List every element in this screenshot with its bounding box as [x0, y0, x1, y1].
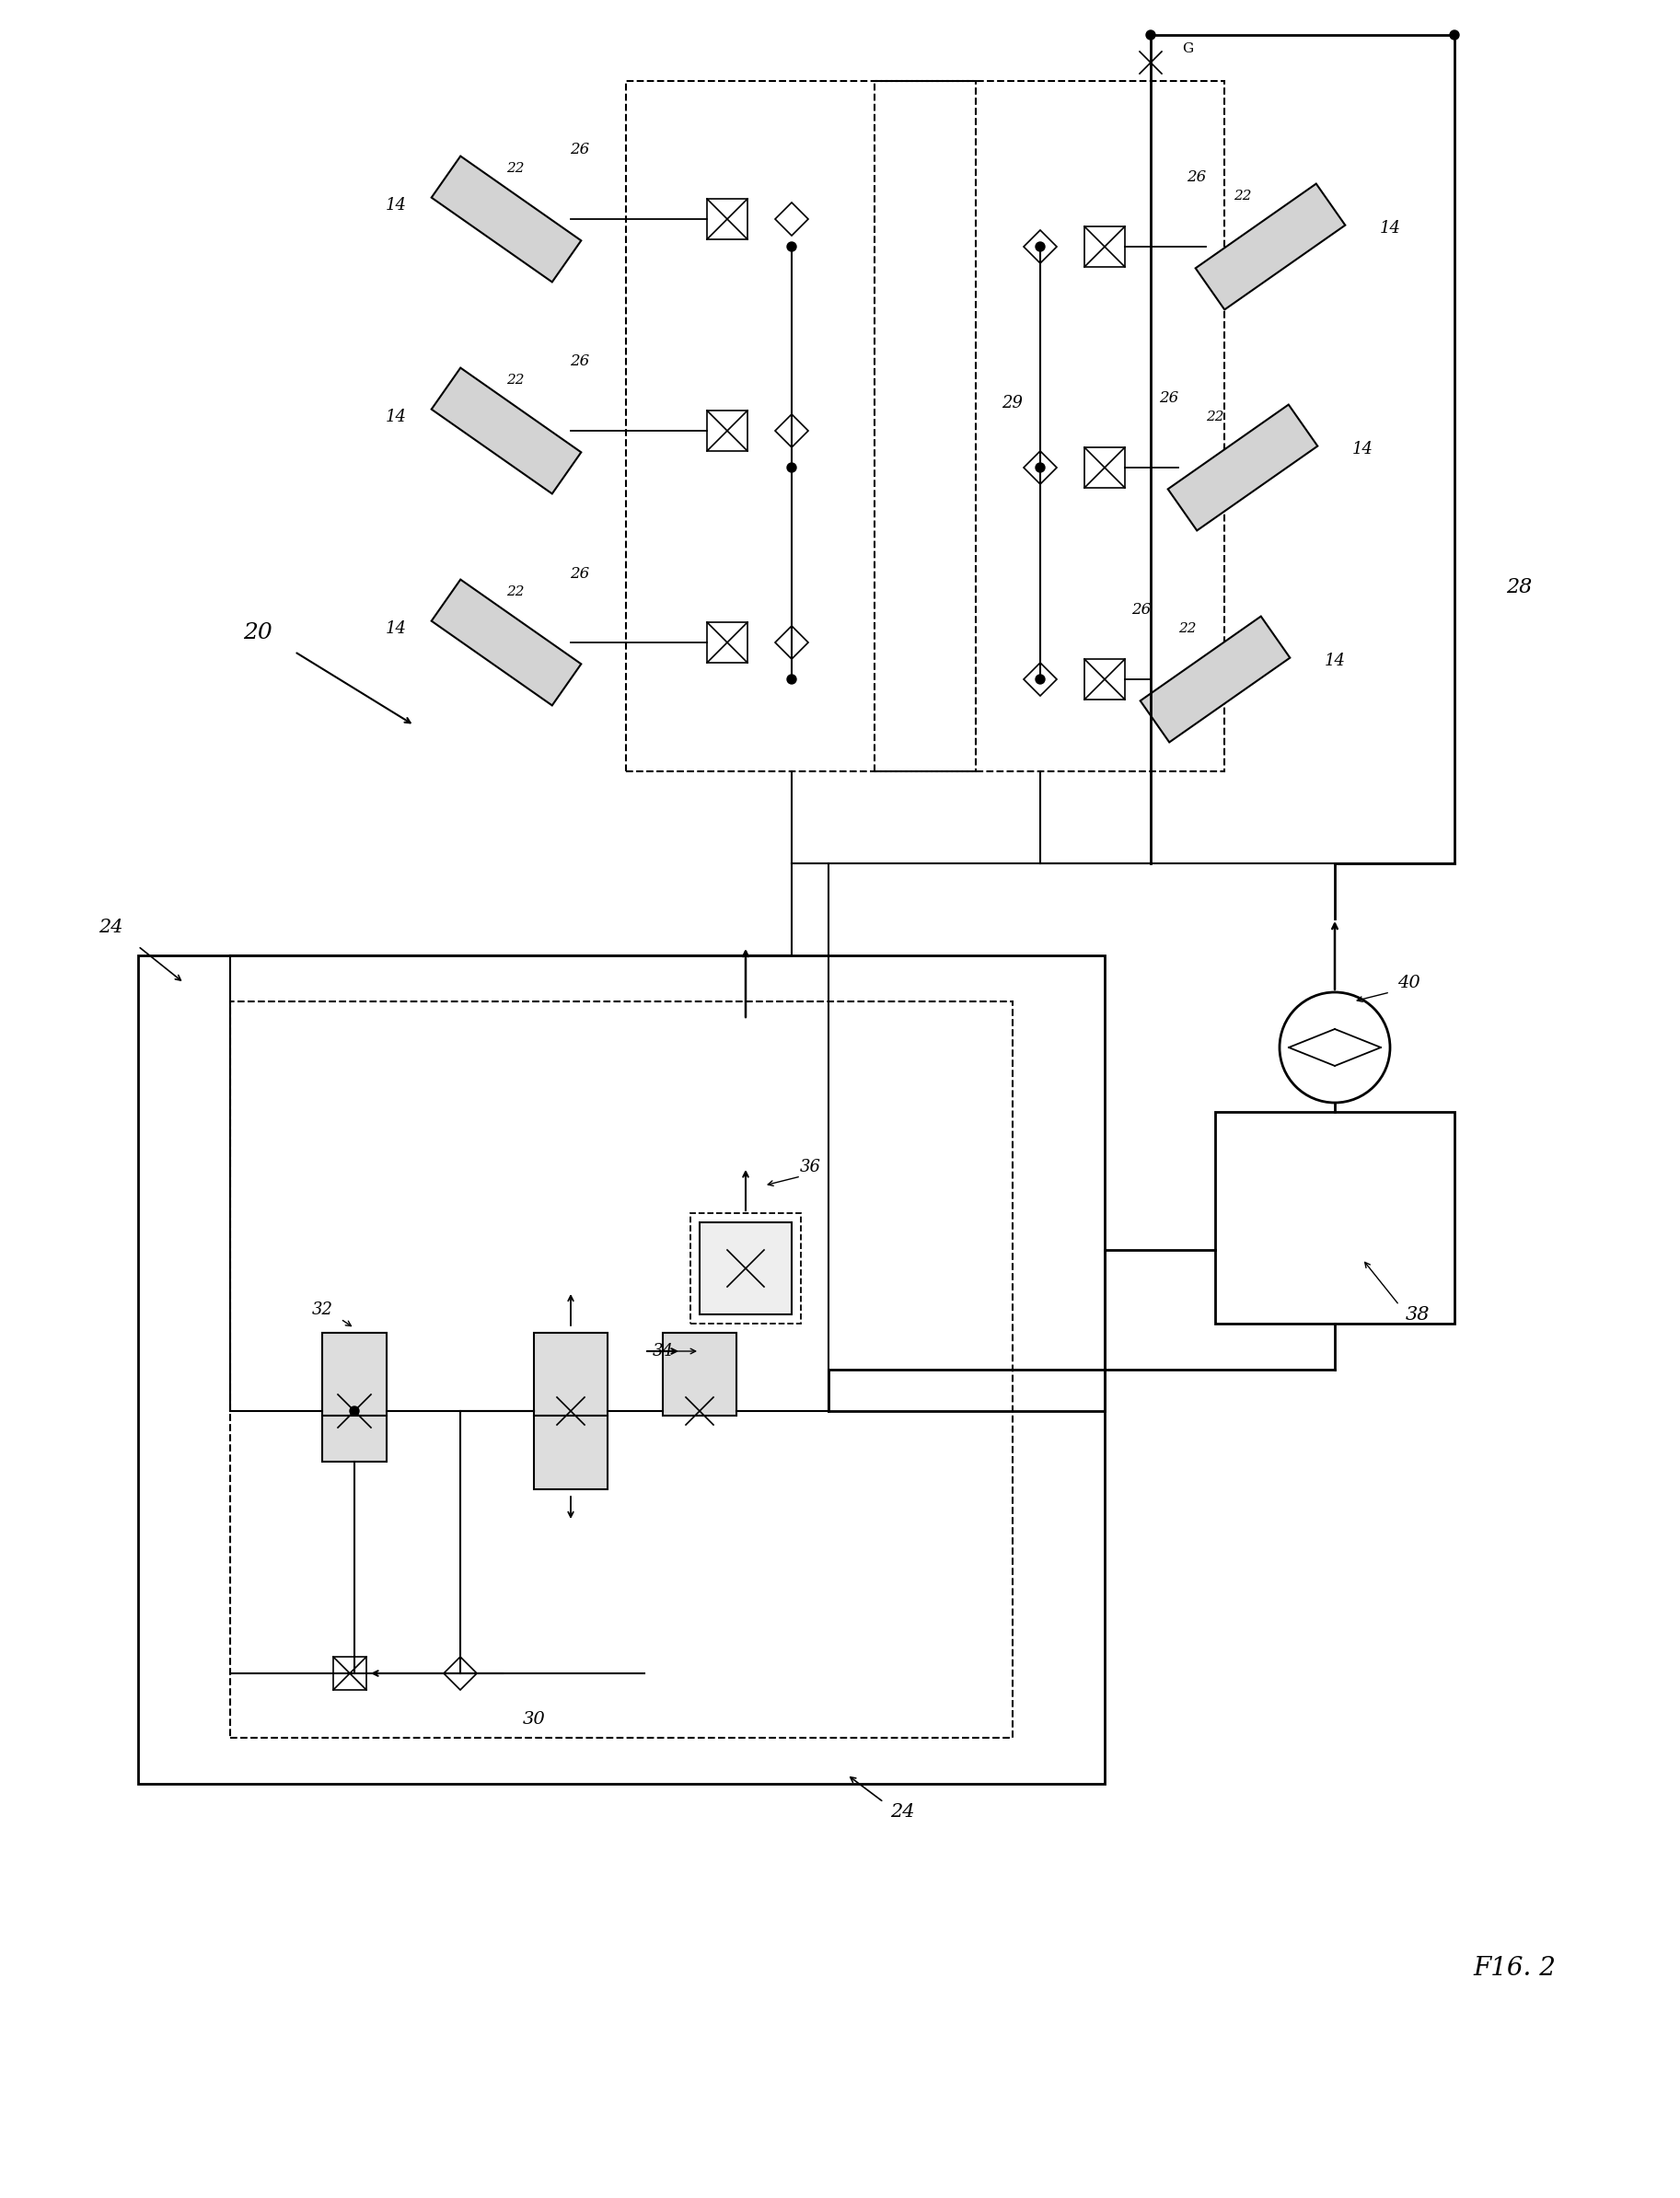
Bar — [230, 1002, 1013, 1739]
Circle shape — [786, 464, 796, 473]
Polygon shape — [774, 626, 808, 659]
Circle shape — [1035, 242, 1045, 251]
Bar — [664, 1332, 736, 1416]
Bar — [875, 81, 1225, 771]
Polygon shape — [432, 580, 581, 706]
Text: 22: 22 — [1233, 189, 1252, 202]
Polygon shape — [1168, 404, 1317, 530]
Text: 28: 28 — [1505, 578, 1532, 598]
Text: 26: 26 — [1188, 169, 1206, 185]
Polygon shape — [1196, 185, 1346, 310]
Bar — [707, 411, 748, 451]
Polygon shape — [432, 156, 581, 281]
Bar — [534, 1416, 608, 1490]
Text: 14: 14 — [385, 198, 407, 213]
Text: 40: 40 — [1398, 974, 1420, 991]
Polygon shape — [1023, 664, 1057, 697]
Bar — [690, 1213, 801, 1323]
Text: 38: 38 — [1406, 1306, 1430, 1323]
Text: 22: 22 — [507, 374, 524, 387]
Text: F16. 2: F16. 2 — [1473, 1956, 1556, 1980]
Bar — [707, 622, 748, 664]
Text: 14: 14 — [1324, 653, 1346, 668]
Text: 22: 22 — [1206, 411, 1225, 424]
Bar — [323, 1416, 386, 1462]
Text: 34: 34 — [652, 1343, 674, 1361]
Text: 22: 22 — [507, 585, 524, 598]
Text: 32: 32 — [311, 1301, 333, 1319]
Text: 14: 14 — [385, 409, 407, 424]
Text: 29: 29 — [1001, 396, 1023, 411]
Text: 30: 30 — [522, 1710, 546, 1728]
Text: 26: 26 — [570, 143, 590, 158]
Polygon shape — [774, 202, 808, 235]
Bar — [1084, 448, 1126, 488]
Polygon shape — [774, 413, 808, 448]
Text: 20: 20 — [244, 622, 272, 644]
Bar — [138, 956, 1105, 1785]
Polygon shape — [1023, 231, 1057, 264]
Circle shape — [349, 1407, 360, 1416]
Text: 36: 36 — [800, 1158, 820, 1176]
Bar — [333, 1657, 366, 1690]
Text: 22: 22 — [507, 163, 524, 176]
Text: 24: 24 — [890, 1802, 914, 1820]
Circle shape — [1035, 675, 1045, 684]
Text: 26: 26 — [570, 354, 590, 369]
Bar — [699, 1222, 791, 1314]
Bar — [707, 198, 748, 240]
Bar — [323, 1332, 386, 1416]
Polygon shape — [1023, 451, 1057, 484]
Bar — [627, 81, 976, 771]
Bar — [1084, 659, 1126, 699]
Text: 24: 24 — [97, 919, 123, 936]
Circle shape — [786, 242, 796, 251]
Bar — [1084, 226, 1126, 266]
Text: 14: 14 — [1379, 220, 1401, 237]
Circle shape — [1146, 31, 1156, 40]
Bar — [534, 1332, 608, 1416]
Circle shape — [1035, 464, 1045, 473]
Circle shape — [786, 675, 796, 684]
Polygon shape — [432, 367, 581, 495]
Text: 14: 14 — [1352, 442, 1373, 457]
Text: 14: 14 — [385, 620, 407, 637]
Polygon shape — [444, 1657, 477, 1690]
Bar — [1215, 1112, 1455, 1323]
Circle shape — [1450, 31, 1458, 40]
Text: G: G — [1181, 42, 1193, 55]
Text: 22: 22 — [1179, 622, 1196, 635]
Text: 26: 26 — [1132, 602, 1151, 618]
Polygon shape — [1141, 615, 1290, 743]
Text: 26: 26 — [1159, 391, 1179, 407]
Text: 26: 26 — [570, 565, 590, 580]
